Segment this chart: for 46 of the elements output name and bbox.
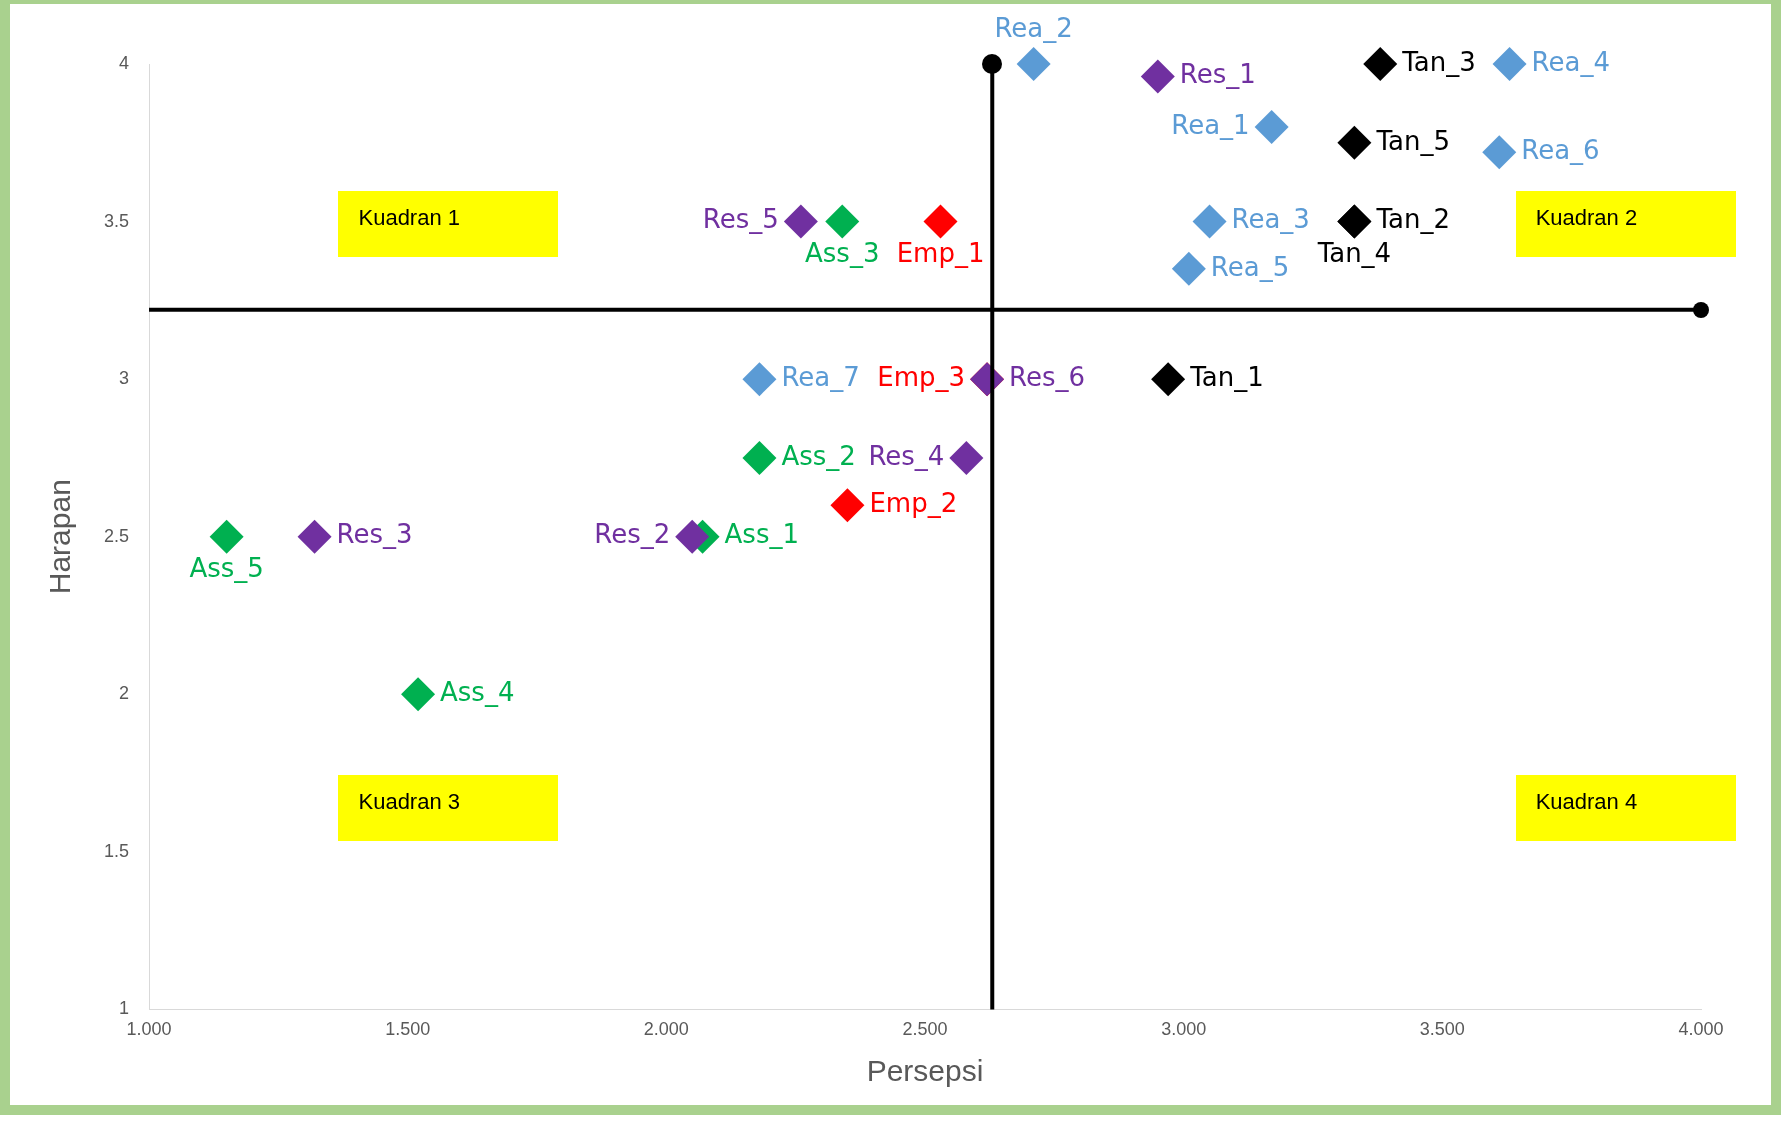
series-label: Tan_5 bbox=[1375, 125, 1450, 156]
y-tick-label: 1.5 bbox=[103, 840, 130, 861]
series-label: Res_1 bbox=[1179, 59, 1256, 90]
x-tick-label: 1.000 bbox=[126, 1019, 172, 1040]
series-label: Tan_3 bbox=[1401, 46, 1476, 77]
series-label: Ass_1 bbox=[724, 519, 799, 550]
series-label: Rea_3 bbox=[1231, 204, 1310, 235]
x-tick-label: 3.000 bbox=[1161, 1019, 1207, 1040]
y-tick-label: 4 bbox=[119, 52, 130, 73]
text-box: Kuadran 3 bbox=[338, 774, 559, 841]
series-label: Tan_1 bbox=[1189, 361, 1264, 392]
series-label: Rea_2 bbox=[994, 12, 1073, 43]
y-axis-title: Harapan bbox=[43, 479, 77, 595]
y-tick-label: 2 bbox=[119, 683, 130, 704]
series-label: Res_6 bbox=[1009, 361, 1086, 392]
text-box: Kuadran 2 bbox=[1515, 191, 1736, 258]
series-label: Rea_6 bbox=[1521, 134, 1600, 165]
y-tick-label: 3.5 bbox=[103, 210, 130, 231]
y-tick-label: 1 bbox=[119, 998, 130, 1019]
series-label: Rea_7 bbox=[781, 361, 860, 392]
series-label: Res_5 bbox=[702, 204, 779, 235]
series-label: Tan_2 bbox=[1375, 204, 1450, 235]
text-box: Kuadran 4 bbox=[1515, 774, 1736, 841]
series-label: Rea_5 bbox=[1210, 251, 1290, 282]
series-label: Tan_4 bbox=[1316, 238, 1392, 269]
x-tick-label: 2.500 bbox=[902, 1019, 948, 1040]
series-label: Res_3 bbox=[336, 519, 413, 550]
series-label: Rea_1 bbox=[1171, 109, 1250, 140]
x-tick-label: 3.500 bbox=[1419, 1019, 1465, 1040]
series-label: Ass_5 bbox=[189, 553, 264, 584]
x-tick-label: 4.000 bbox=[1678, 1019, 1724, 1040]
series-label: Ass_3 bbox=[805, 238, 880, 269]
text-box: Kuadran 1 bbox=[338, 191, 559, 258]
x-tick-label: 1.500 bbox=[385, 1019, 431, 1040]
y-tick-label: 2.5 bbox=[103, 525, 130, 546]
y-tick-label: 3 bbox=[119, 368, 130, 389]
series-label: Emp_1 bbox=[896, 238, 985, 269]
x-axis-title: Persepsi bbox=[866, 1054, 984, 1088]
series-label: Rea_4 bbox=[1531, 46, 1610, 77]
series-label: Ass_4 bbox=[440, 677, 515, 708]
series-label: Ass_2 bbox=[781, 440, 856, 471]
series-label: Emp_2 bbox=[869, 487, 958, 518]
series-label: Res_4 bbox=[868, 440, 945, 471]
series-label: Emp_3 bbox=[877, 361, 966, 392]
series-label: Res_2 bbox=[594, 519, 671, 550]
x-tick-label: 2.000 bbox=[643, 1019, 689, 1040]
